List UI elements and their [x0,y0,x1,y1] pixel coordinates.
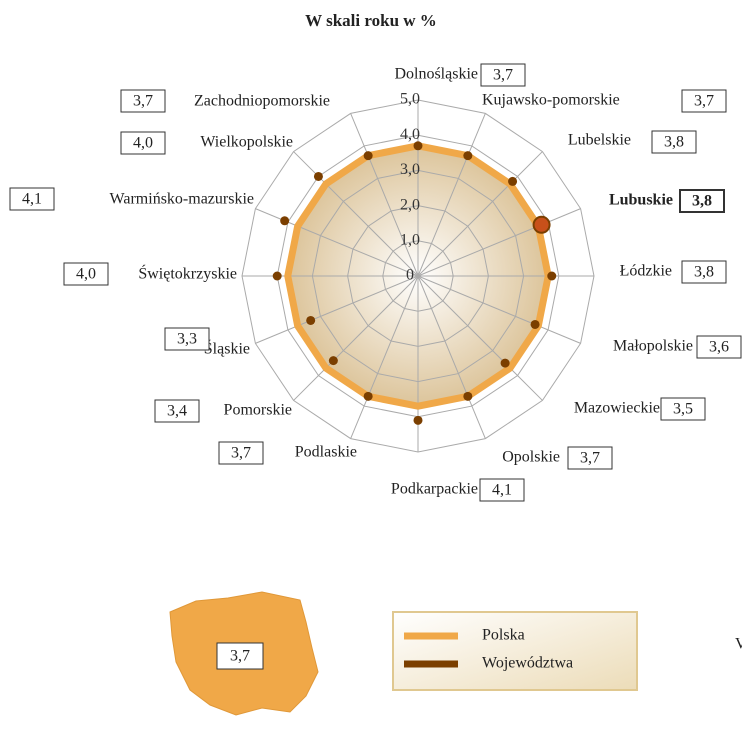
category-label: Podlaskie [295,444,357,461]
dot [413,141,423,151]
dot [413,415,423,425]
category-label: Małopolskie [613,338,693,355]
spoke [417,151,543,277]
category-label: Wielkopolskie [200,134,293,151]
category-label: Śląskie [204,339,250,358]
legend [392,611,638,691]
dot [328,356,338,366]
spoke [255,275,419,344]
dot [463,391,473,401]
dot [272,271,282,281]
dot [500,358,510,368]
tick-label: 1,0 [400,231,420,248]
value-box [154,399,200,423]
legend-label: Polska [482,627,525,644]
national-label: 3,7 [230,648,250,665]
note: V [735,636,742,653]
value-label: 3,7 [694,93,714,110]
category-label: Kujawsko-pomorskie [482,92,620,109]
value-label: 3,7 [493,67,513,84]
spoke [417,275,543,401]
dot [463,151,473,161]
value-box [120,89,166,113]
national-box [216,642,264,670]
value-label: 3,8 [694,264,714,281]
category-label: Zachodniopomorskie [194,93,330,110]
category-label: Łódzkie [620,263,672,280]
value-label: 3,6 [709,339,729,356]
value-box [681,89,727,113]
tick-label: 0 [406,267,414,284]
value-label: 3,3 [177,331,197,348]
value-label: 4,1 [492,482,512,499]
dot [313,171,323,181]
dot [532,215,551,234]
spoke [417,275,581,344]
dot [363,151,373,161]
value-box [567,446,613,470]
category-label: Dolnośląskie [394,66,478,83]
spoke [293,275,419,401]
category-label: Mazowieckie [574,400,660,417]
value-box [681,260,727,284]
value-box [218,441,264,465]
category-label: Warmińsko-mazurskie [110,191,254,208]
legend-label: Województwa [482,655,573,672]
tick-label: 2,0 [400,196,420,213]
category-label: Lubelskie [568,132,631,149]
spoke [417,208,581,277]
value-label: 3,7 [133,93,153,110]
value-label: 3,5 [673,401,693,418]
value-box [164,327,210,351]
dot [363,391,373,401]
dot [280,216,290,226]
spoke [350,275,419,439]
tick-label: 4,0 [400,126,420,143]
category-label: Lubuskie [609,192,673,209]
spoke [417,113,486,277]
dot [508,176,518,186]
tick-label: 3,0 [400,161,420,178]
chart-title: W skali roku w % [305,11,437,30]
value-box [660,397,706,421]
category-label: Świętokrzyskie [138,264,237,283]
value-box [9,187,55,211]
dot [547,271,557,281]
value-box [679,189,725,213]
value-box [696,335,742,359]
value-box [63,262,109,286]
value-label: 4,1 [22,191,42,208]
dot [306,315,316,325]
value-label: 3,8 [692,193,712,210]
dot [530,319,540,329]
category-label: Podkarpackie [391,481,478,498]
value-label: 4,0 [133,135,153,152]
spoke [350,113,419,277]
category-label: Opolskie [502,449,560,466]
value-label: 3,7 [580,450,600,467]
line [284,142,552,410]
value-box [479,478,525,502]
spoke [417,275,486,439]
value-label: 3,8 [664,134,684,151]
value-label: 3,7 [231,445,251,462]
value-label: 4,0 [76,266,96,283]
value-box [480,63,526,87]
value-label: 3,4 [167,403,187,420]
category-label: Pomorskie [224,402,292,419]
spoke [293,151,419,277]
value-box [651,130,697,154]
value-box [120,131,166,155]
tick-label: 5,0 [400,91,420,108]
